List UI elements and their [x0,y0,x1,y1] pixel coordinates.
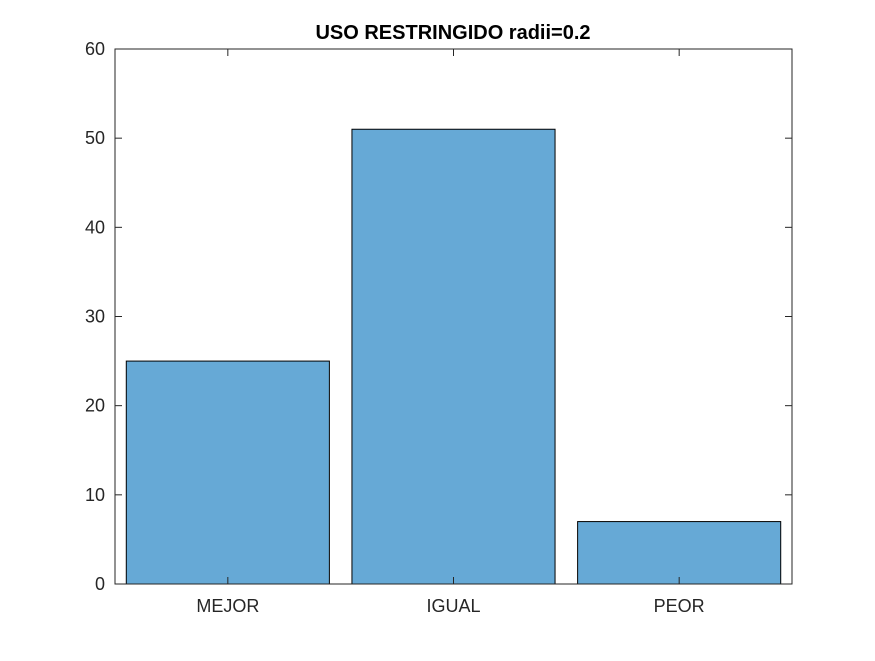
y-tick-label: 60 [85,39,105,59]
y-ticks-group: 0 10 20 30 40 50 60 [85,39,105,594]
plot-frame [114,48,793,585]
y-tick-label: 20 [85,396,105,416]
bar-igual [351,128,556,585]
y-tick-label: 0 [95,574,105,594]
y-tick-label: 50 [85,128,105,148]
bars-group [125,128,782,585]
axes-group [114,48,793,585]
x-tick-label-mejor: MEJOR [196,596,259,616]
bar-peor [577,521,782,585]
y-tick-label: 30 [85,307,105,327]
x-tick-label-peor: PEOR [654,596,705,616]
bar-mejor [125,360,330,585]
x-ticks-group: MEJOR IGUAL PEOR [196,596,704,616]
y-tick-label: 10 [85,485,105,505]
chart-title: USO RESTRINGIDO radii=0.2 [315,22,590,44]
x-tick-label-igual: IGUAL [426,596,480,616]
y-tick-label: 40 [85,217,105,237]
